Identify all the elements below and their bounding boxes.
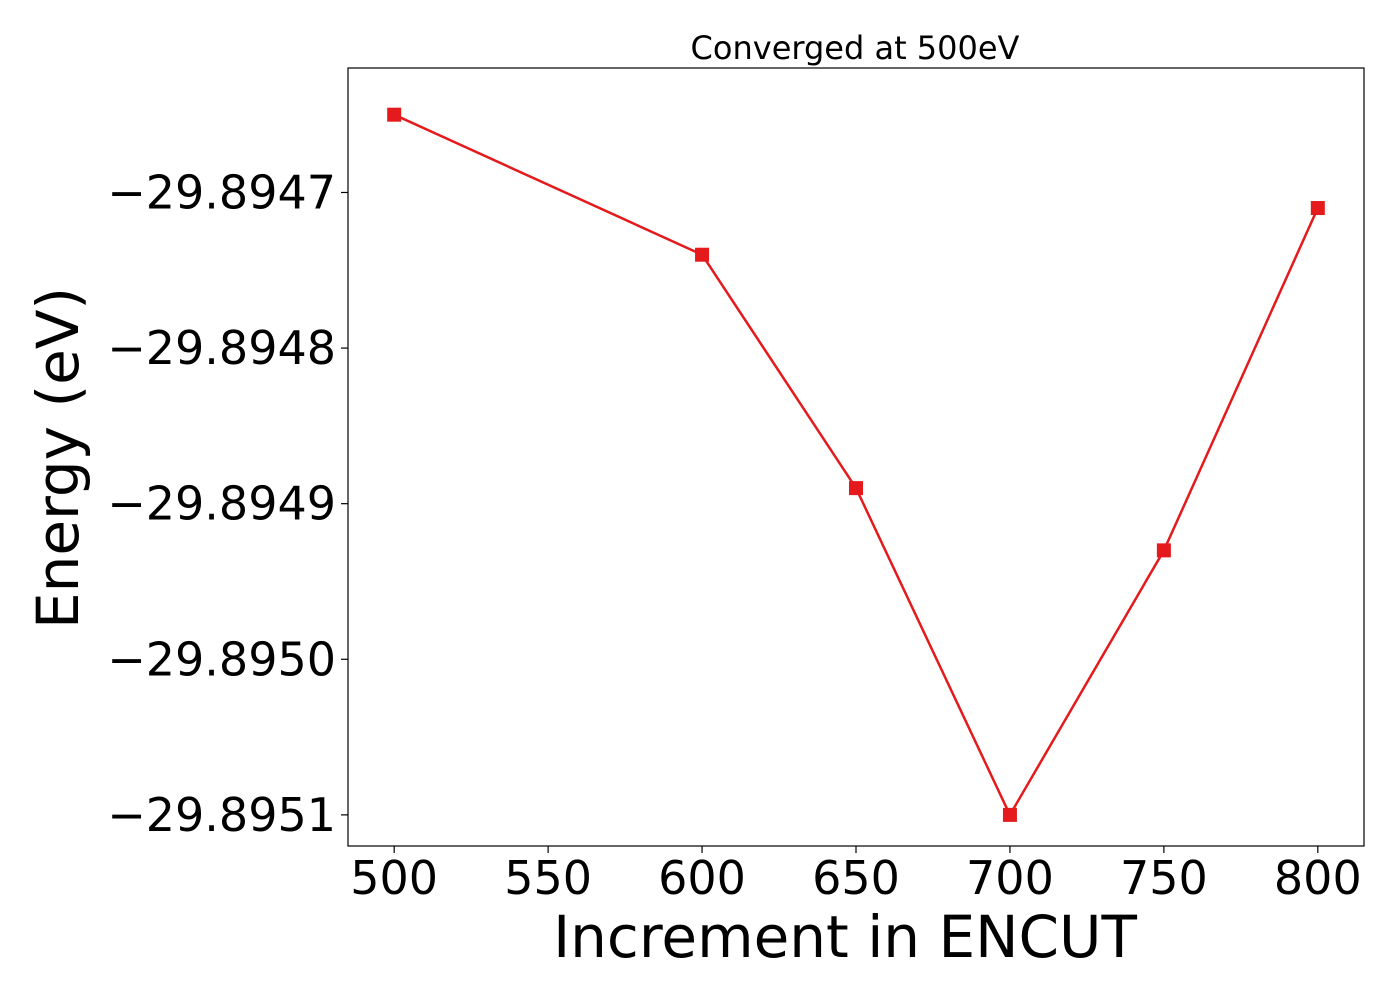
y-tick-label: −29.8950: [107, 632, 336, 686]
y-axis: −29.8947 −29.8948 −29.8949 −29.8950 −29.8951: [107, 165, 348, 842]
series-group: [387, 107, 1325, 822]
x-axis-label: Increment in ENCUT: [553, 903, 1137, 971]
data-point-marker: [1156, 543, 1171, 558]
y-tick-label: −29.8947: [107, 165, 336, 219]
data-point-marker: [1310, 201, 1325, 216]
x-tick-label: 750: [1120, 851, 1208, 905]
y-tick-label: −29.8951: [107, 788, 336, 842]
data-point-marker: [1002, 807, 1017, 822]
x-tick-label: 600: [658, 851, 746, 905]
x-tick-label: 650: [812, 851, 900, 905]
data-point-marker: [695, 247, 710, 262]
x-tick-label: 550: [504, 851, 592, 905]
series-line: [393, 113, 1319, 818]
x-tick-label: 500: [350, 851, 438, 905]
chart-title: Converged at 500eV: [691, 29, 1020, 67]
x-tick-label: 700: [966, 851, 1054, 905]
x-tick-label: 800: [1274, 851, 1362, 905]
y-axis-label: Energy (eV): [24, 287, 92, 629]
data-point-marker: [387, 107, 402, 122]
x-axis: 500 550 600 650 700 750 800: [350, 846, 1362, 905]
data-point-marker: [849, 481, 863, 496]
plot-area: [347, 67, 1365, 847]
y-tick-label: −29.8948: [107, 321, 336, 375]
y-tick-label: −29.8949: [107, 477, 336, 531]
